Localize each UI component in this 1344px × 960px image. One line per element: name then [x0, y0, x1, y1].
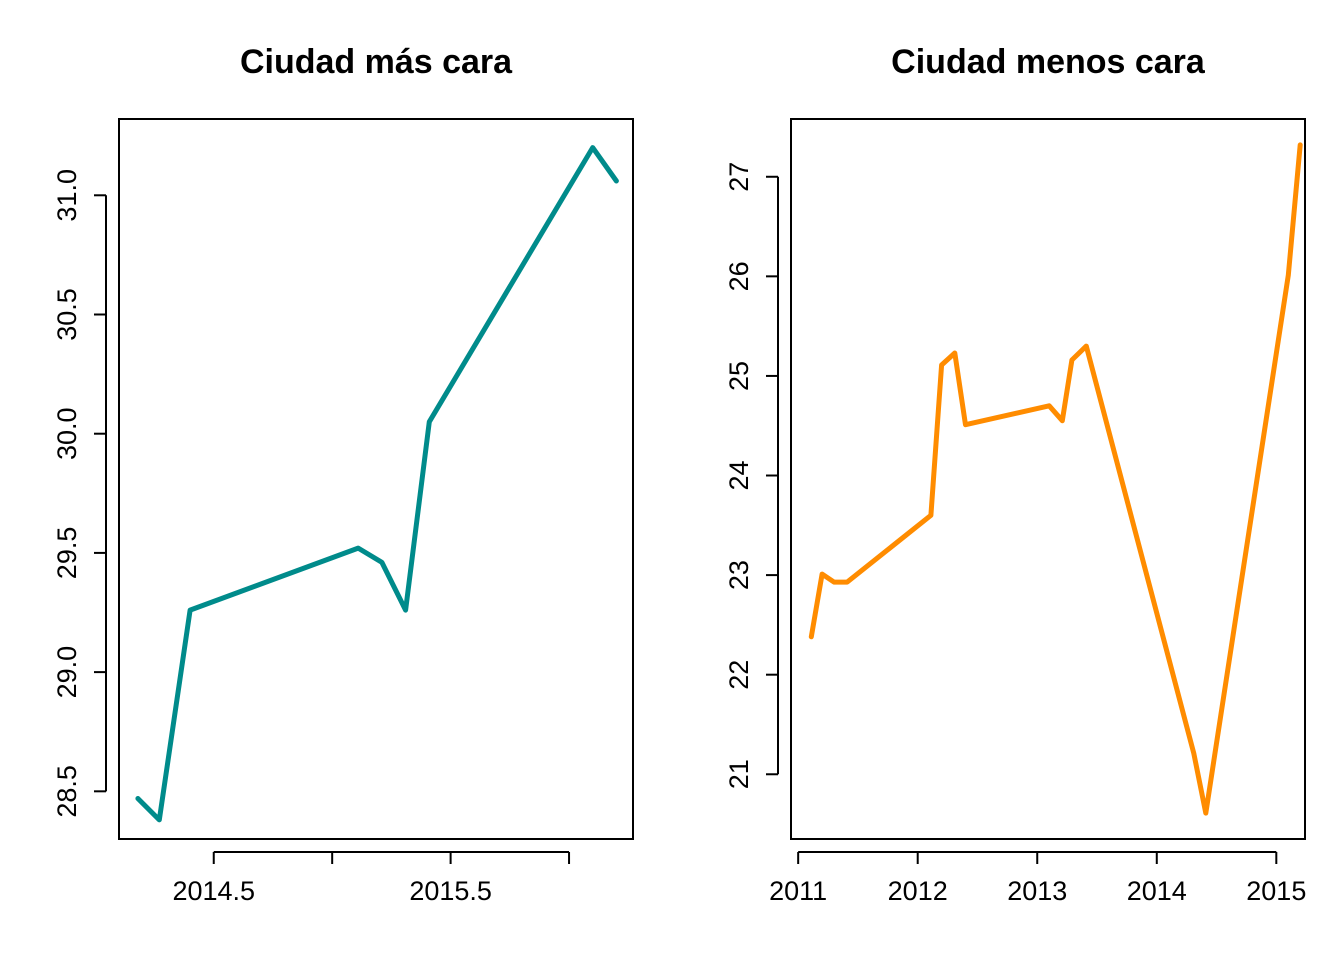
y-tick-label-most-expensive: 29.5 [52, 527, 82, 580]
y-tick-label-least-expensive: 21 [724, 759, 754, 789]
chart-title-least-expensive: Ciudad menos cara [891, 43, 1206, 81]
x-tick-label-least-expensive: 2011 [769, 876, 827, 906]
x-tick-label-most-expensive: 2014.5 [172, 876, 255, 906]
x-tick-label-least-expensive: 2013 [1007, 876, 1067, 906]
series-line-least-expensive [808, 142, 1303, 816]
y-tick-label-most-expensive: 31.0 [52, 169, 82, 222]
y-tick-label-most-expensive: 30.5 [52, 288, 82, 341]
chart-panel-most-expensive: Ciudad más cara 2014.5 2015.5 28.5 29.0 29.5… [52, 43, 634, 906]
y-tick-label-most-expensive: 29.0 [52, 646, 82, 699]
x-tick-label-least-expensive: 2014 [1127, 876, 1187, 906]
y-tick-label-least-expensive: 22 [724, 660, 754, 690]
chart-title-most-expensive: Ciudad más cara [240, 43, 513, 81]
x-tick-label-most-expensive: 2015.5 [409, 876, 492, 906]
y-tick-label-least-expensive: 27 [724, 162, 754, 192]
y-tick-label-least-expensive: 25 [724, 361, 754, 391]
chart-marks-most-expensive: 2014.5 2015.5 28.5 29.0 29.5 30.0 30.5 31.0 [52, 145, 619, 906]
y-tick-label-least-expensive: 24 [724, 460, 754, 490]
chart-marks-least-expensive: 2011 2012 2013 2014 2015 21 22 23 24 25 26 27 [724, 142, 1306, 906]
plot-frame-least-expensive [790, 118, 1306, 840]
chart-panel-least-expensive: Ciudad menos cara 2011 2012 2013 2014 2015 21… [724, 43, 1306, 906]
series-line-most-expensive [135, 145, 619, 823]
x-tick-label-least-expensive: 2012 [888, 876, 948, 906]
y-tick-label-most-expensive: 28.5 [52, 765, 82, 818]
x-tick-label-least-expensive: 2015 [1246, 876, 1306, 906]
y-tick-label-least-expensive: 26 [724, 261, 754, 291]
y-tick-label-most-expensive: 30.0 [52, 407, 82, 460]
plot-frame-most-expensive [118, 118, 634, 840]
y-tick-label-least-expensive: 23 [724, 560, 754, 590]
